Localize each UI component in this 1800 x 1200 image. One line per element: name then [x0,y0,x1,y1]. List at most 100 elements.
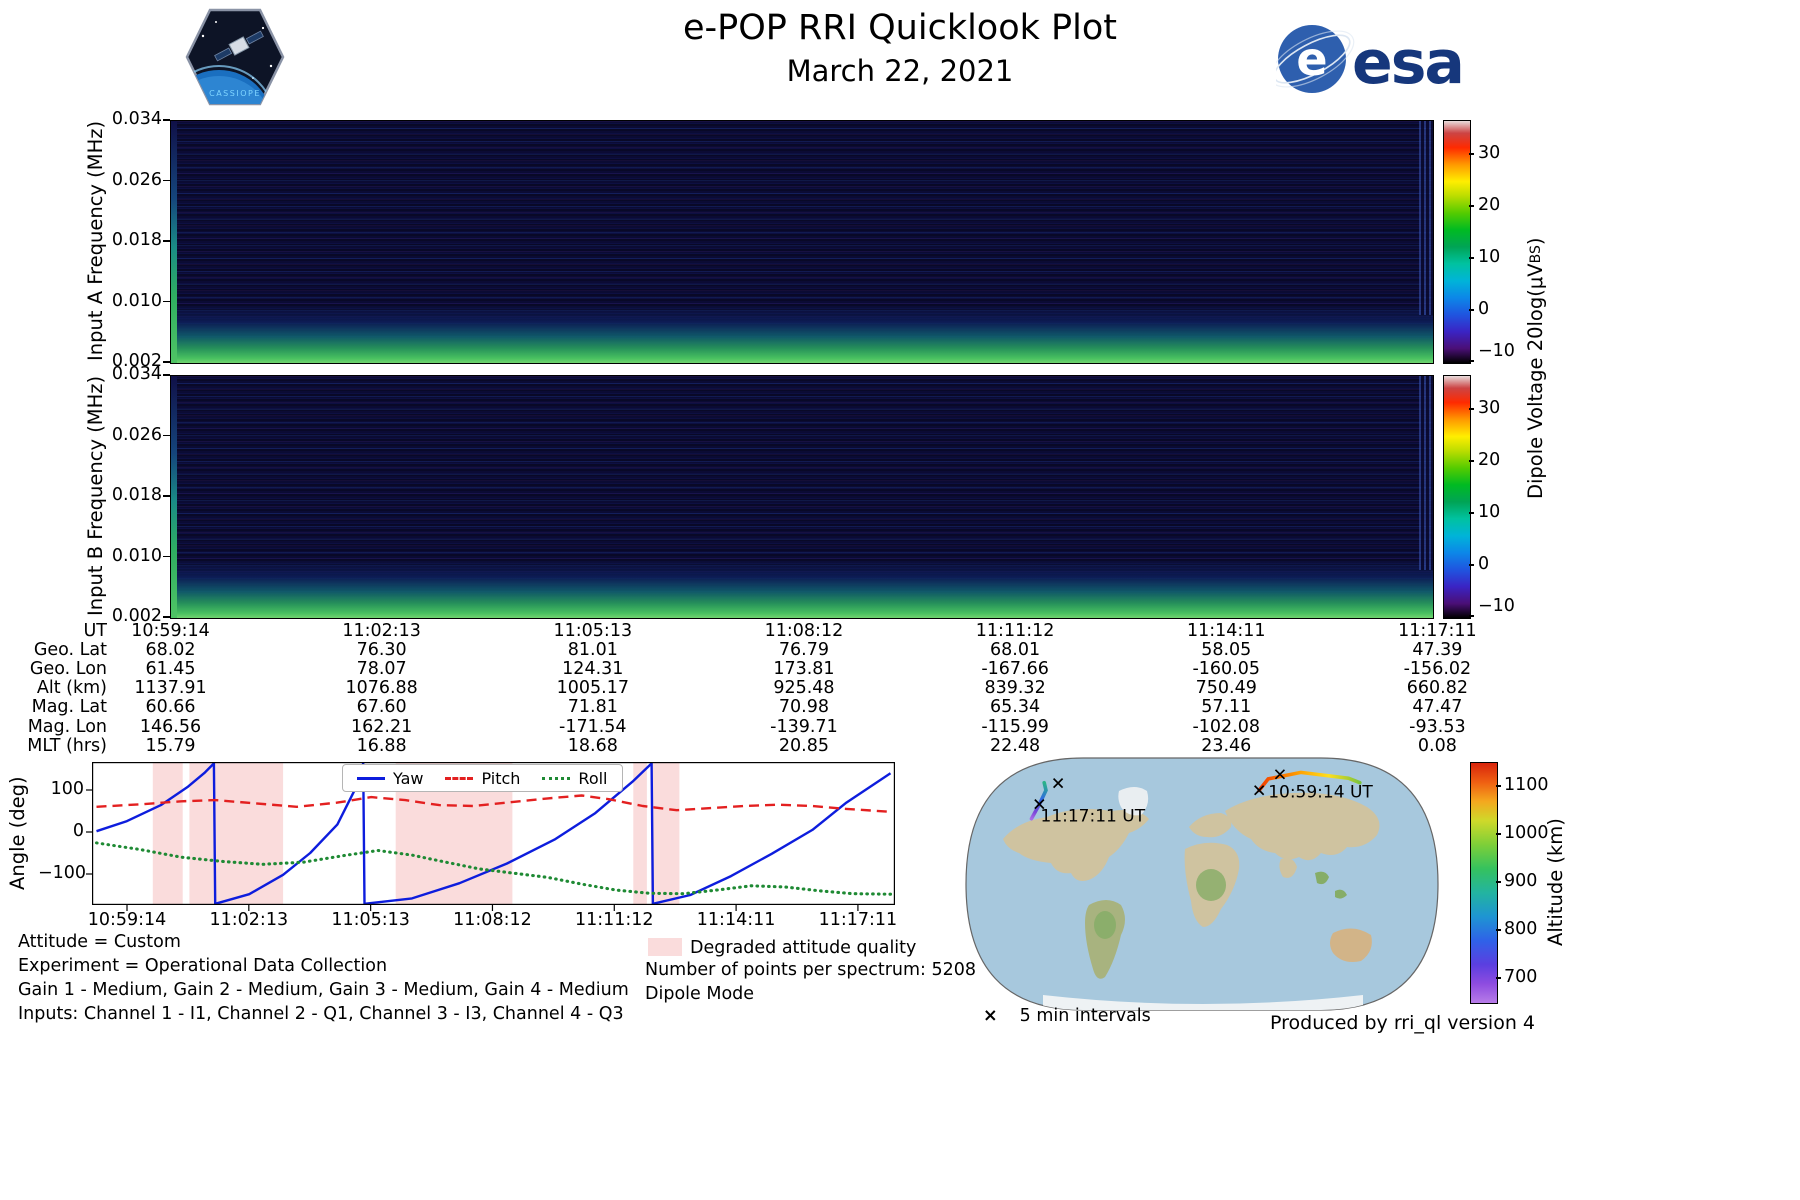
ephemeris-value: 173.81 [773,659,835,680]
ground-track [1029,769,1362,821]
dipole-colorbar-label-sub: BS [1528,245,1544,264]
freq-tick-mark [163,240,170,242]
ephemeris-value: 47.47 [1412,697,1463,718]
ephemeris-value: 22.48 [990,735,1041,756]
freq-tick-mark [163,434,170,437]
dipole-colorbar-tick-label: −10 [1478,341,1515,361]
yaw-swatch [357,776,385,780]
ephemeris-value: 58.05 [1201,640,1252,661]
freq-tick-mark [163,119,170,121]
altitude-colorbar-tick-label: 900 [1504,871,1538,891]
freq-tick-label: 0.034 [111,109,162,129]
ephemeris-value: 61.45 [145,659,196,680]
attitude-xtick-label: 10:59:14 [87,910,167,930]
ephemeris-value: -115.99 [981,716,1049,737]
ephemeris-row-label: Mag. Lat [31,697,107,718]
ephemeris-value: 78.07 [356,659,407,680]
freq-tick-label: 0.002 [111,351,162,371]
info-attitude: Attitude = Custom [18,932,181,952]
dipole-colorbar-tick-mark [1469,257,1474,259]
spectrogram-a-edge-striping [1419,121,1433,315]
cassiope-mission-patch: CASSIOPE [185,8,285,106]
ephemeris-value: -93.53 [1409,716,1466,737]
freq-tick-mark [163,361,170,363]
dipole-colorbar-tick-mark [1469,408,1474,410]
freq-tick-mark [163,555,170,558]
ephemeris-value: 11:14:11 [1186,621,1266,641]
attitude-xtick-label: 11:11:12 [574,910,654,930]
ephemeris-value: 124.31 [562,659,624,680]
ephemeris-value: 750.49 [1195,678,1257,699]
dipole-colorbar-tick-mark [1469,309,1474,311]
freq-tick-mark [163,374,170,376]
ephemeris-value: 60.66 [145,697,196,718]
spectrogram-b-edge-striping [1419,376,1433,570]
dipole-colorbar-tick-label: 10 [1478,501,1501,522]
roll-swatch [542,776,571,780]
ephemeris-value: 1076.88 [345,678,418,699]
ephemeris-row-label: Geo. Lon [29,659,107,680]
dipole-colorbar-tick-label: 20 [1478,449,1501,470]
ephemeris-value: 839.32 [984,678,1046,699]
ephemeris-value: 68.01 [990,640,1041,661]
legend-item-yaw: Yaw [357,769,423,788]
ephemeris-value: 15.79 [145,735,196,756]
ephemeris-value: 11:02:13 [342,621,421,641]
freq-tick-mark [163,495,170,497]
ephemeris-value: -167.66 [981,659,1049,680]
track-end-label: 11:17:11 UT [1041,807,1146,827]
dipole-colorbar-tick-label: 20 [1478,194,1501,215]
altitude-colorbar-tick-label: 800 [1504,919,1538,939]
attitude-xtick-label: 11:05:13 [331,910,410,930]
spectrogram-b-image [171,376,1433,618]
attitude-xtick-label: 11:08:12 [453,910,532,930]
altitude-colorbar [1470,762,1498,1004]
ephemeris-value: 65.34 [990,697,1041,718]
ephemeris-value: 57.11 [1201,697,1252,718]
ephemeris-value: 11:17:11 [1398,621,1477,641]
dipole-colorbar-tick-label: 30 [1478,397,1501,418]
ephemeris-value: 1137.91 [134,678,207,699]
map-landmasses [1003,787,1380,1010]
ephemeris-row-label: Alt (km) [36,678,107,699]
ephemeris-value: 1005.17 [556,678,629,699]
attitude-xtick-label: 11:17:11 [818,910,898,930]
dipole-colorbar-a [1443,120,1471,364]
dipole-colorbar-tick-label: 30 [1478,142,1501,163]
ephemeris-value: 11:05:13 [553,621,633,641]
ephemeris-value: -171.54 [559,716,627,737]
info-inputs: Inputs: Channel 1 - I1, Channel 2 - Q1, … [18,1004,624,1024]
dipole-colorbar-tick-label: 0 [1478,298,1490,319]
spectrogram-a-image [171,121,1433,363]
altitude-colorbar-tick-label: 700 [1504,967,1538,987]
ephemeris-value: 20.85 [778,735,829,756]
freq-tick-label: 0.010 [111,545,162,566]
interval-marker-legend: × 5 min intervals [983,1006,1151,1026]
esa-logo: e esa [1276,25,1465,98]
ephemeris-value: 23.46 [1201,735,1252,756]
attitude-legend: Yaw Pitch Roll [342,764,623,792]
legend-item-roll: Roll [542,769,608,788]
dipole-colorbar-tick-mark [1469,360,1474,362]
ephemeris-value: 76.30 [356,640,407,661]
ephemeris-value: 925.48 [773,678,835,699]
world-map: 10:59:14 UT 11:17:11 UT [965,757,1439,1011]
freq-tick-label: 0.018 [111,485,162,505]
altitude-colorbar-tick-mark [1496,881,1501,883]
ephemeris-row-label: Mag. Lon [27,716,107,737]
attitude-axis-label: Angle (deg) [6,776,29,891]
ephemeris-value: 146.56 [139,716,202,737]
dipole-colorbar-tick-mark [1469,460,1474,462]
ephemeris-row-label: MLT (hrs) [27,735,107,756]
info-experiment: Experiment = Operational Data Collection [18,956,388,976]
spectrogram-input-b [170,375,1434,619]
freq-tick-mark [163,616,170,618]
ephemeris-value: 162.21 [351,716,413,737]
altitude-colorbar-label: Altitude (km) [1544,818,1567,946]
ephemeris-value: 0.08 [1417,735,1457,756]
ephemeris-value: 76.79 [778,640,829,661]
ephemeris-value: 11:08:12 [764,621,844,641]
altitude-colorbar-tick-mark [1496,977,1501,979]
dipole-colorbar-tick-label: 0 [1478,553,1490,574]
ephemeris-value: 47.39 [1412,640,1463,661]
